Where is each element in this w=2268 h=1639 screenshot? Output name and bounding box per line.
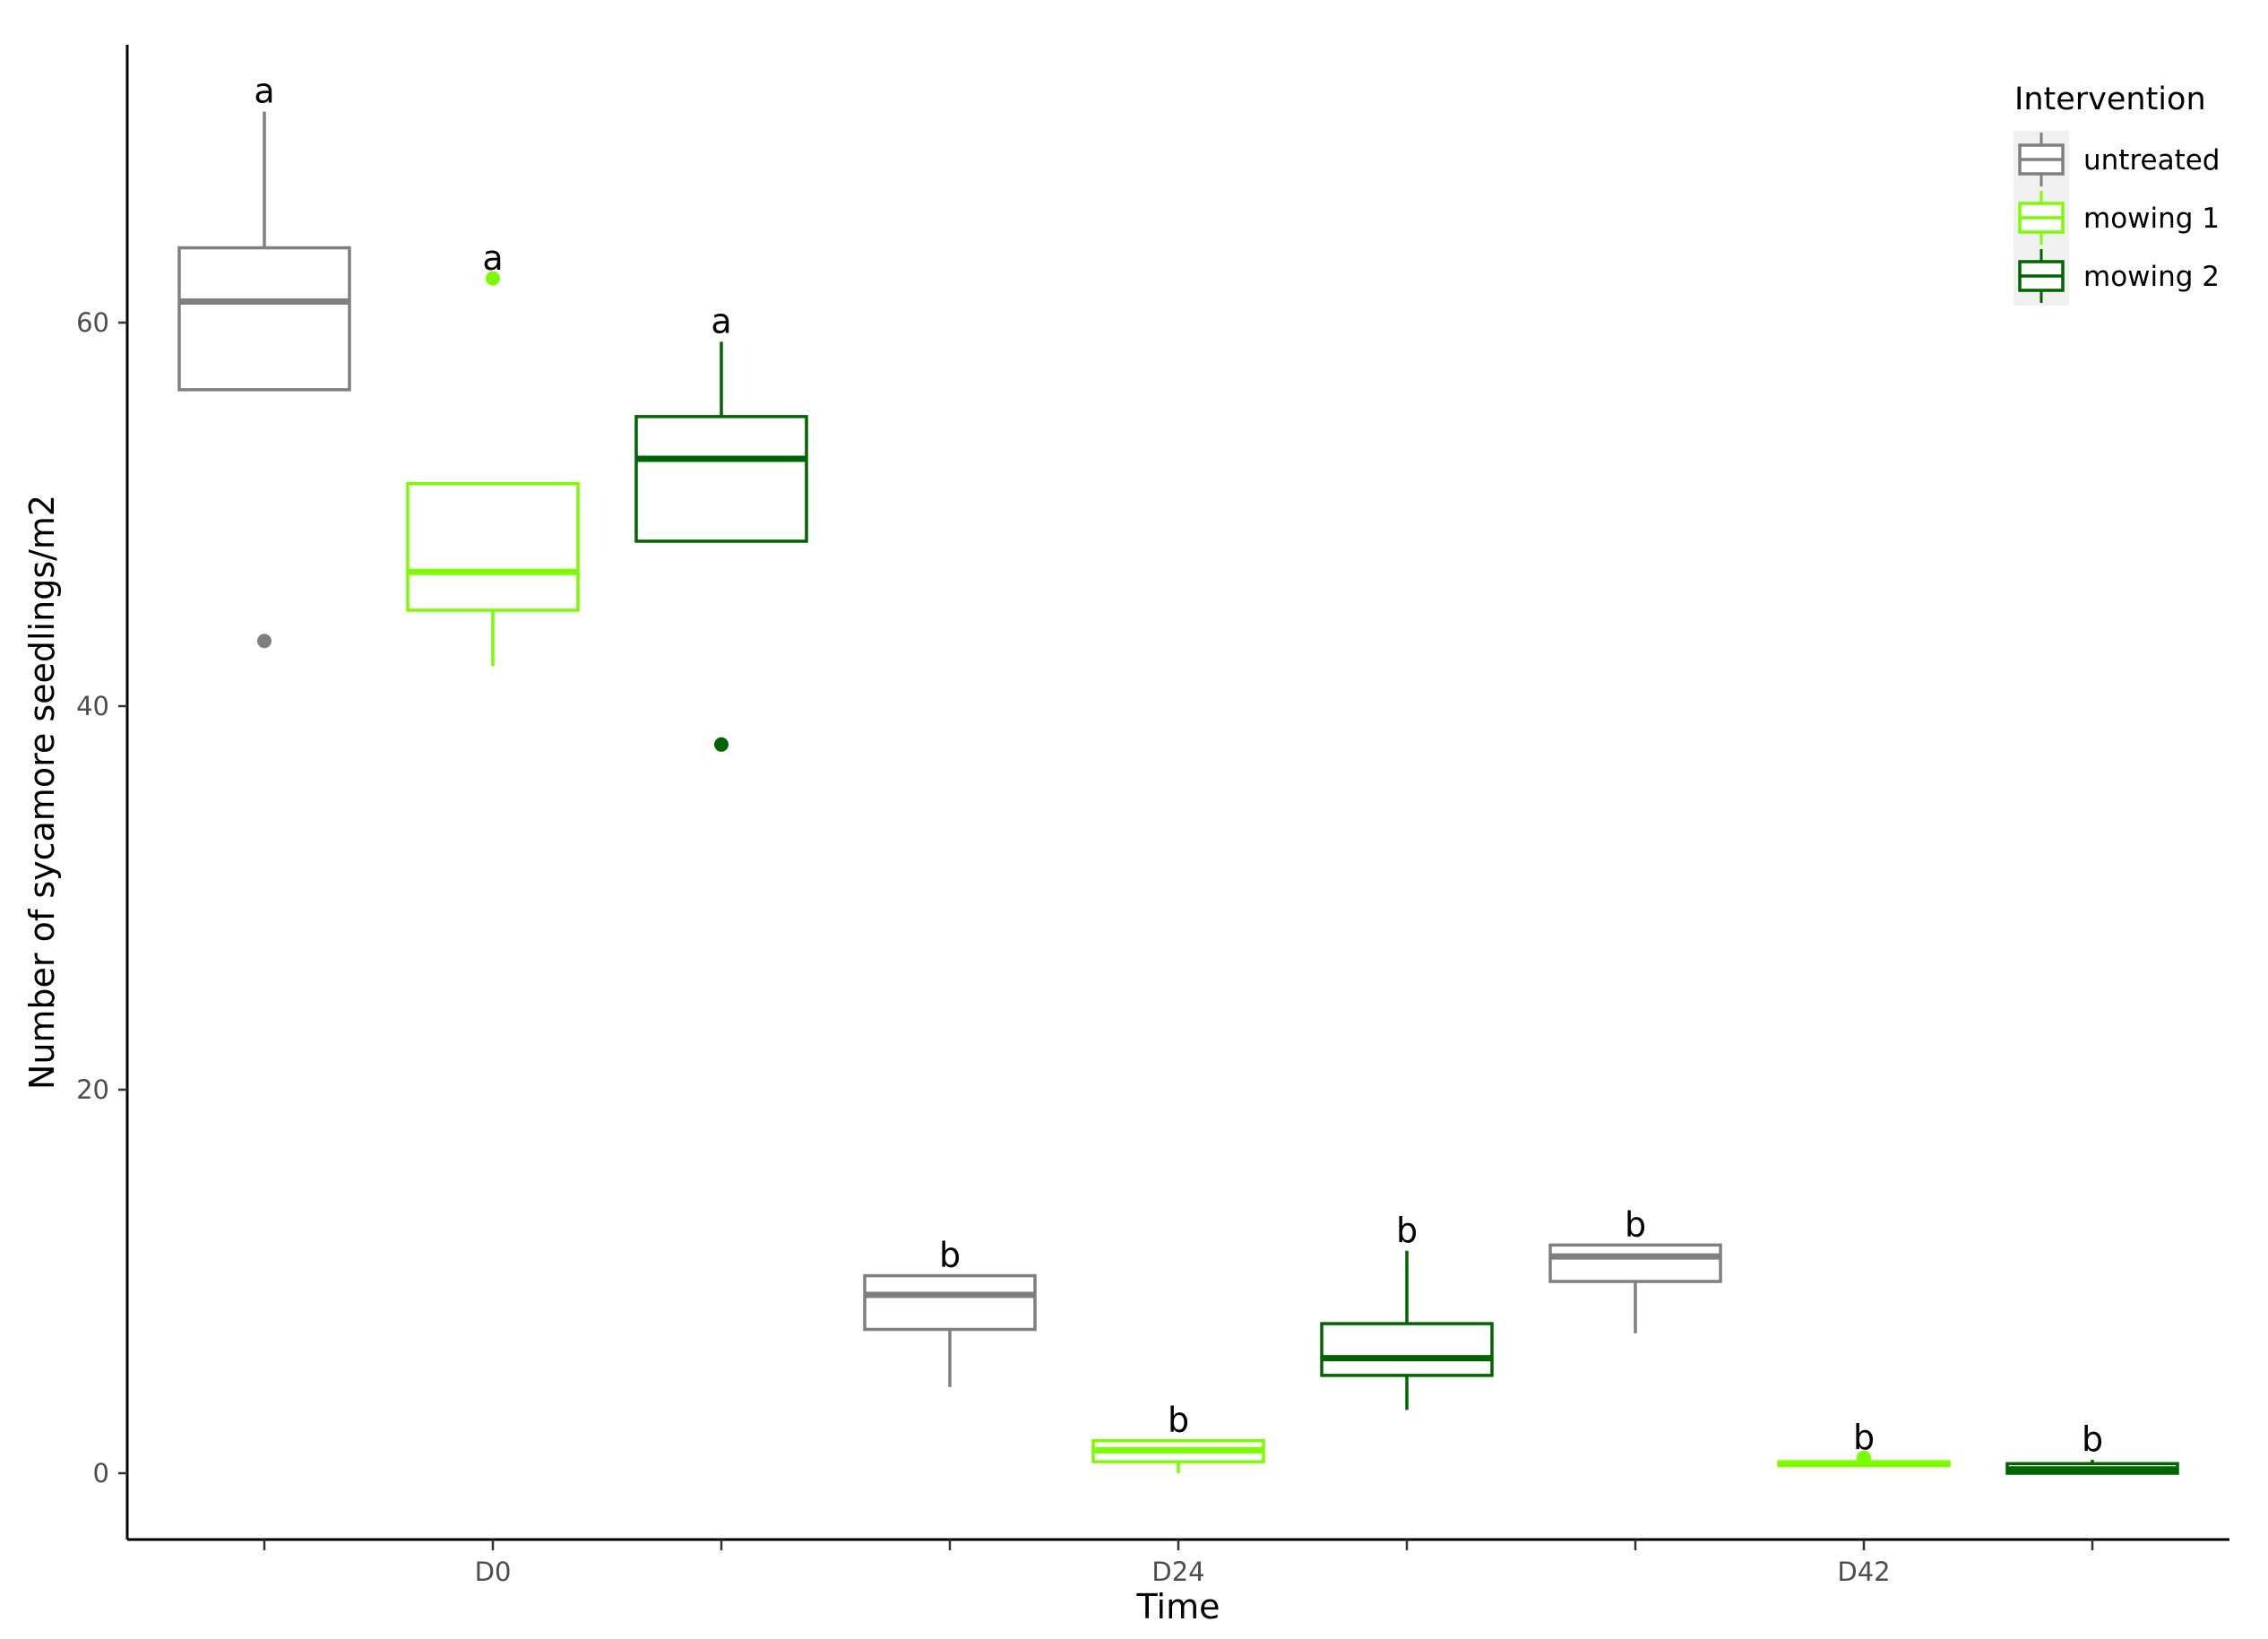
legend-title: Intervention	[2014, 82, 2206, 117]
legend: Intervention untreated mowing 1 mowing 2	[2014, 82, 2221, 306]
y-axis-title: Number of sycamore seedlings/m2	[22, 495, 62, 1090]
legend-label: untreated	[2083, 144, 2221, 177]
legend-label: mowing 1	[2083, 203, 2220, 235]
significance-letter: b	[1625, 1204, 1646, 1244]
outlier-point	[1857, 1450, 1871, 1465]
boxes-layer: a a a b b b b b b	[177, 72, 2179, 1475]
significance-letter: b	[1853, 1418, 1875, 1457]
box-body	[406, 482, 580, 612]
box-D0-mowing-2: a	[634, 301, 808, 752]
significance-letter: b	[939, 1236, 961, 1275]
significance-letter: b	[2082, 1419, 2103, 1459]
box-D42-untreated: b	[1548, 1204, 1722, 1333]
x-axis-title: Time	[1136, 1587, 1220, 1626]
box-D42-mowing-1: b	[1777, 1418, 1951, 1468]
box-D0-mowing-1: a	[406, 238, 580, 667]
y-tick-label: 0	[93, 1458, 109, 1488]
box-D24-mowing-1: b	[1091, 1401, 1265, 1473]
box-D42-mowing-2: b	[2005, 1419, 2179, 1475]
box-body	[1548, 1243, 1722, 1283]
outlier-point	[486, 271, 500, 286]
x-tick-label: D24	[1151, 1557, 1204, 1587]
significance-letter: a	[254, 72, 274, 111]
outlier-point	[714, 737, 729, 752]
box-D24-untreated: b	[863, 1236, 1037, 1387]
ticks-layer: 0 20 40 60 D0 D24 D42	[76, 307, 2094, 1587]
box-body	[634, 415, 808, 543]
y-tick-label: 60	[76, 307, 109, 338]
box-D0-untreated: a	[177, 72, 351, 649]
y-tick-label: 40	[76, 691, 109, 721]
y-tick-label: 20	[76, 1074, 109, 1105]
significance-letter: a	[711, 301, 731, 341]
legend-item-mowing-1: mowing 1	[2018, 191, 2220, 245]
legend-item-untreated: untreated	[2018, 133, 2221, 186]
significance-letter: b	[1168, 1401, 1189, 1440]
box-body	[177, 246, 351, 392]
legend-label: mowing 2	[2083, 261, 2220, 293]
significance-letter: b	[1396, 1211, 1418, 1250]
box-body	[1320, 1322, 1494, 1377]
x-tick-label: D42	[1837, 1557, 1890, 1587]
x-tick-label: D0	[475, 1557, 512, 1587]
legend-item-mowing-2: mowing 2	[2018, 249, 2220, 303]
box-body	[863, 1273, 1037, 1332]
significance-letter: a	[482, 238, 503, 278]
outlier-point	[257, 634, 272, 649]
box-D24-mowing-2: b	[1320, 1211, 1494, 1410]
axes-layer	[125, 45, 2229, 1541]
